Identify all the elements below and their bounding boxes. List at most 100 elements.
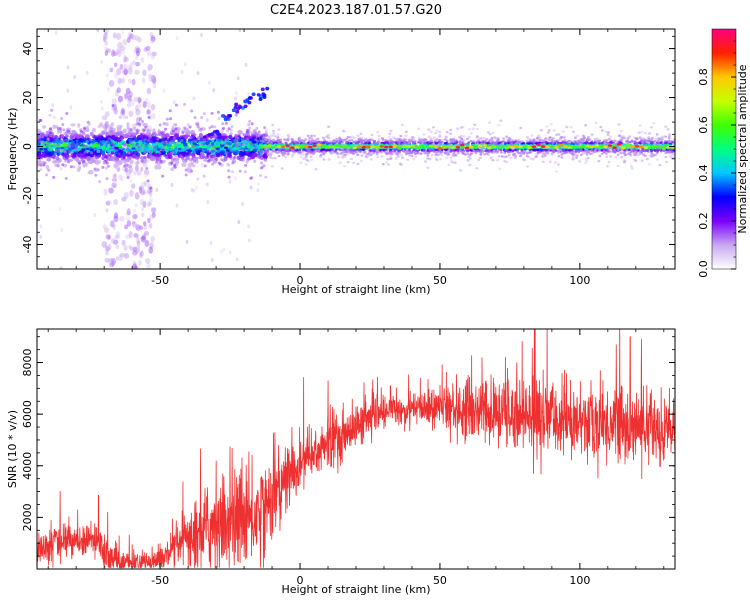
spectrogram-cell bbox=[137, 96, 142, 104]
spectrogram-cell bbox=[142, 123, 146, 127]
spectrogram-cell bbox=[93, 213, 97, 218]
spectrogram-cell bbox=[126, 175, 130, 179]
spectrogram-cell bbox=[150, 35, 156, 43]
spectrogram-cell bbox=[47, 168, 51, 172]
spectrogram-cell bbox=[277, 154, 281, 158]
spectrogram-cell bbox=[212, 88, 216, 93]
spectrogram-cell bbox=[136, 240, 141, 247]
spectrogram-cell bbox=[109, 262, 114, 268]
spectrogram-cell bbox=[207, 133, 212, 137]
spectrogram-cell bbox=[109, 156, 113, 160]
spectrogram-cell bbox=[104, 257, 110, 263]
spectrogram-cell bbox=[135, 144, 139, 148]
spectrogram-cell bbox=[131, 34, 137, 41]
spectrogram-cell bbox=[217, 132, 222, 137]
spectrogram-cell bbox=[96, 149, 101, 153]
spectrogram-cell bbox=[55, 156, 59, 160]
spectrogram-cell bbox=[105, 177, 109, 181]
spectrogram-cell bbox=[59, 128, 63, 134]
spectrogram-cell bbox=[161, 174, 165, 178]
spectrogram-cell bbox=[188, 125, 192, 129]
spectrogram-cell bbox=[184, 168, 188, 172]
spectrogram-cell bbox=[120, 107, 125, 114]
spectrogram-cell bbox=[100, 106, 104, 111]
spectrogram-cell bbox=[131, 80, 136, 86]
spectrogram-cell bbox=[187, 151, 191, 155]
spectrogram-cell bbox=[152, 83, 157, 89]
spectrogram-cell bbox=[121, 108, 126, 116]
spectrogram-cell bbox=[119, 63, 124, 70]
spectrogram-cell bbox=[110, 141, 114, 145]
spectrogram-cell bbox=[638, 136, 642, 139]
spectrogram-cell bbox=[93, 143, 99, 149]
spectrogram-cell bbox=[245, 140, 249, 144]
spectrogram-cell bbox=[224, 138, 228, 142]
spectrogram-cell bbox=[616, 153, 620, 157]
spectrogram-cell bbox=[105, 48, 111, 53]
spectrogram-cell bbox=[181, 131, 185, 135]
spectrogram-cell bbox=[190, 109, 194, 113]
spectrogram-cell bbox=[227, 175, 231, 179]
spectrogram-cell bbox=[78, 137, 82, 142]
spectrogram-cell bbox=[124, 224, 129, 230]
spectrogram-cell bbox=[64, 150, 68, 154]
spectrogram-cell bbox=[38, 118, 42, 122]
spectrogram-cell bbox=[192, 164, 196, 168]
spectrogram-cell bbox=[247, 139, 251, 143]
spectrogram-cell bbox=[151, 51, 157, 57]
spectrogram-cell bbox=[169, 135, 174, 139]
spectrogram-cell bbox=[560, 156, 564, 159]
spectrogram-cell bbox=[155, 188, 159, 193]
spectrogram-cell bbox=[255, 139, 259, 143]
spectrogram-cell bbox=[60, 117, 64, 121]
spectrogram-cell bbox=[239, 150, 243, 156]
spectrogram-cell bbox=[72, 152, 77, 158]
spectrogram-cell bbox=[115, 131, 119, 135]
spectrogram-cell bbox=[117, 41, 123, 49]
spectrogram-cell bbox=[65, 134, 69, 138]
spectrogram-cell bbox=[117, 174, 123, 181]
spectrogram-cell bbox=[203, 164, 207, 168]
spectrogram-cell bbox=[366, 140, 369, 143]
spectrogram-cell bbox=[254, 142, 258, 146]
spectrogram-cell bbox=[41, 160, 45, 164]
spectrogram-cell bbox=[170, 140, 174, 144]
spectrogram-cell bbox=[66, 65, 70, 70]
spectrogram-cell bbox=[84, 144, 88, 148]
spectrogram-cell bbox=[199, 127, 203, 131]
spectrogram-cell bbox=[127, 94, 131, 101]
spectrogram-cell bbox=[504, 141, 508, 145]
spectrogram-cell bbox=[149, 140, 155, 144]
spectrogram-cell bbox=[137, 103, 142, 109]
spectrogram-cell bbox=[45, 173, 49, 177]
spectrogram-cell bbox=[575, 156, 578, 160]
spectrogram-cell bbox=[155, 159, 159, 163]
spectrogram-cell bbox=[138, 139, 142, 143]
spectrogram-cell bbox=[202, 112, 206, 116]
spectrogram-cell bbox=[123, 164, 127, 168]
spectrogram-cell bbox=[225, 144, 229, 148]
spectrogram-cell bbox=[469, 139, 473, 143]
spectrogram-cell bbox=[483, 153, 486, 156]
spectrogram-cell bbox=[127, 67, 133, 75]
spectrogram-cell bbox=[128, 165, 132, 169]
spectrogram-cell bbox=[105, 250, 109, 256]
spectrogram-cell bbox=[104, 111, 110, 117]
spectrogram-cell bbox=[117, 49, 122, 58]
spectrogram-cell bbox=[224, 121, 228, 125]
spectrogram-cell bbox=[455, 141, 459, 144]
spectrogram-cell bbox=[101, 115, 108, 121]
spectrogram-cell bbox=[158, 151, 162, 155]
spectrogram-cell bbox=[132, 221, 137, 228]
spectrogram-cell bbox=[132, 263, 137, 269]
spectrogram-cell bbox=[143, 169, 150, 175]
spectrogram-cell bbox=[508, 137, 512, 141]
spectrogram-cell bbox=[113, 163, 118, 169]
spectrogram-cell bbox=[435, 129, 439, 132]
spectrogram-cell bbox=[173, 122, 177, 126]
spectrogram-cell bbox=[262, 153, 266, 159]
spectrogram-cell bbox=[98, 135, 102, 139]
spectrogram-cell bbox=[128, 91, 133, 98]
spectrogram-cell bbox=[129, 189, 134, 197]
spectrogram-cell bbox=[125, 216, 131, 221]
